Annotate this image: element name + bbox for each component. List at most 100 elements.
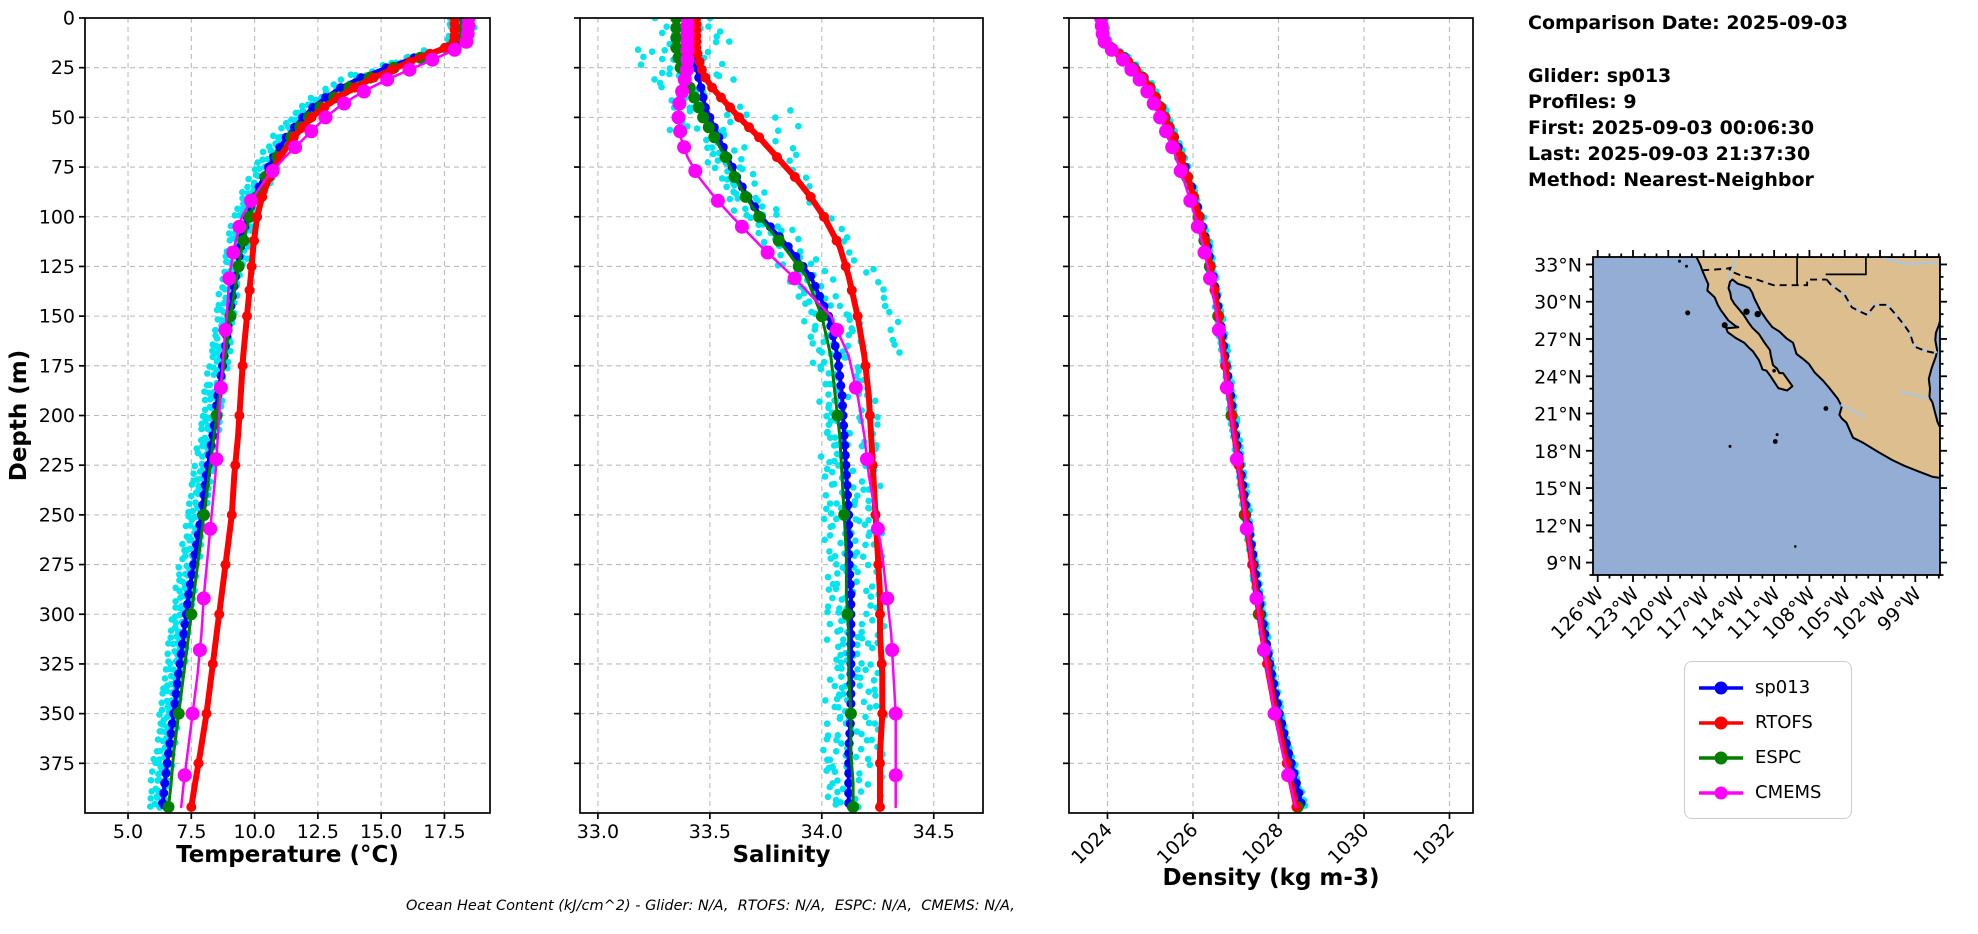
svg-text:1024: 1024: [1067, 819, 1117, 869]
svg-text:15°N: 15°N: [1534, 478, 1582, 500]
temperature-plot: 5.0 7.5 10.0 12.5 15.0 17.5 0 25 50 75 100 125 150 17…: [39, 8, 491, 868]
svg-text:225: 225: [39, 455, 75, 477]
svg-text:125: 125: [39, 256, 75, 278]
map-island: [1685, 310, 1691, 316]
svg-text:1028: 1028: [1238, 819, 1288, 869]
svg-text:250: 250: [39, 504, 75, 526]
map-island: [1794, 545, 1797, 548]
temperature-grid: [85, 18, 490, 813]
salinity-grid: [580, 18, 983, 813]
svg-text:12°N: 12°N: [1534, 515, 1582, 537]
legend-line-marker-icon: [1699, 751, 1743, 764]
svg-text:17.5: 17.5: [423, 821, 465, 843]
map-island: [1743, 308, 1750, 315]
svg-text:7.5: 7.5: [176, 821, 206, 843]
info-gap: [1528, 36, 1848, 63]
svg-text:21°N: 21°N: [1534, 404, 1582, 426]
salinity-axis-label: Salinity: [732, 842, 830, 868]
map-river-2: [1840, 403, 1866, 419]
svg-text:375: 375: [39, 753, 75, 775]
temperature-series-CMEMS: [177, 18, 476, 809]
ocean-heat-content-caption: Ocean Heat Content (kJ/cm^2) - Glider: N…: [406, 898, 1015, 914]
svg-text:15.0: 15.0: [360, 821, 402, 843]
info-panel: Comparison Date: 2025-09-03 Glider: sp01…: [1528, 10, 1848, 193]
salinity-tick-labels: 33.0 33.5 34.0 34.5: [577, 821, 955, 843]
svg-text:33.0: 33.0: [577, 821, 619, 843]
map-island: [1721, 322, 1728, 329]
temperature-axis-label: Temperature (°C): [176, 842, 399, 868]
legend-item-ESPC: ESPC: [1697, 740, 1839, 775]
salinity-plot: 33.0 33.5 34.0 34.5 Salinity: [574, 17, 984, 868]
legend-line-marker-icon: [1699, 786, 1743, 799]
map-island: [1678, 259, 1681, 263]
temperature-tick-labels: 5.0 7.5 10.0 12.5 15.0 17.5 0 25 50 75 100 125 150 17…: [39, 8, 466, 844]
svg-text:100: 100: [39, 206, 75, 228]
svg-text:75: 75: [51, 157, 75, 179]
svg-text:325: 325: [39, 653, 75, 675]
salinity-ticks: [574, 17, 935, 819]
profiles-count-text: Profiles: 9: [1528, 91, 1637, 113]
map-international-border-0: [1702, 266, 1827, 287]
svg-text:24°N: 24°N: [1534, 366, 1582, 388]
svg-text:18°N: 18°N: [1534, 441, 1582, 463]
map-island: [1823, 406, 1829, 411]
density-axis-label: Density (kg m-3): [1163, 865, 1380, 891]
svg-text:12.5: 12.5: [297, 821, 339, 843]
svg-text:150: 150: [39, 306, 75, 328]
map-river-4: [1882, 257, 1940, 266]
map-island: [1772, 368, 1776, 373]
map-island: [1775, 433, 1779, 437]
svg-text:200: 200: [39, 405, 75, 427]
temperature-series-RTOFS: [186, 18, 460, 812]
svg-text:1030: 1030: [1324, 819, 1374, 869]
glider-text: Glider: sp013: [1528, 65, 1672, 87]
density-series-CMEMS: [1094, 18, 1297, 809]
region-map: 33°N30°N27°N24°N21°N18°N15°N12°N9°N126°W…: [1534, 250, 1947, 644]
svg-text:175: 175: [39, 355, 75, 377]
legend-label: ESPC: [1755, 747, 1802, 768]
svg-text:9°N: 9°N: [1546, 553, 1582, 575]
svg-text:25: 25: [51, 57, 75, 79]
first-profile-time-text: First: 2025-09-03 00:06:30: [1528, 117, 1815, 139]
legend-label: RTOFS: [1755, 712, 1813, 733]
legend-label: CMEMS: [1755, 782, 1822, 803]
map-island: [1772, 439, 1778, 444]
density-plot: 1024 1026 1028 1030 1032 Density (kg m-3): [1063, 17, 1474, 891]
svg-text:34.5: 34.5: [913, 821, 955, 843]
method-text: Method: Nearest-Neighbor: [1528, 169, 1814, 191]
svg-text:27°N: 27°N: [1534, 329, 1582, 351]
density-ticks: [1063, 17, 1451, 819]
map-island: [1685, 264, 1688, 268]
svg-text:50: 50: [51, 107, 75, 129]
map-island: [1728, 444, 1732, 448]
temperature-ticks: [79, 17, 446, 819]
salinity-series-CMEMS: [671, 18, 903, 809]
svg-text:10.0: 10.0: [233, 821, 275, 843]
legend-item-RTOFS: RTOFS: [1697, 705, 1839, 740]
legend-item-sp013: sp013: [1697, 670, 1839, 705]
legend: sp013 RTOFS ESPC CMEMS: [1684, 661, 1852, 819]
svg-text:34.0: 34.0: [801, 821, 843, 843]
svg-text:350: 350: [39, 703, 75, 725]
svg-text:300: 300: [39, 604, 75, 626]
map-river-3: [1899, 390, 1929, 399]
svg-text:1026: 1026: [1153, 819, 1203, 869]
svg-text:30°N: 30°N: [1534, 292, 1582, 314]
svg-text:33.5: 33.5: [689, 821, 731, 843]
svg-text:275: 275: [39, 554, 75, 576]
legend-label: sp013: [1755, 677, 1811, 698]
svg-text:33°N: 33°N: [1534, 254, 1582, 276]
depth-axis-label: Depth (m): [6, 350, 32, 482]
map-state-border-1: [1825, 257, 1867, 276]
last-profile-time-text: Last: 2025-09-03 21:37:30: [1528, 143, 1811, 165]
svg-text:5.0: 5.0: [113, 821, 143, 843]
legend-line-marker-icon: [1699, 681, 1743, 694]
legend-item-CMEMS: CMEMS: [1697, 775, 1839, 810]
comparison-date-text: Comparison Date: 2025-09-03: [1528, 12, 1848, 34]
svg-text:1032: 1032: [1409, 819, 1459, 869]
map-ticks: [1586, 250, 1947, 582]
legend-line-marker-icon: [1699, 716, 1743, 729]
svg-text:0: 0: [63, 8, 75, 30]
